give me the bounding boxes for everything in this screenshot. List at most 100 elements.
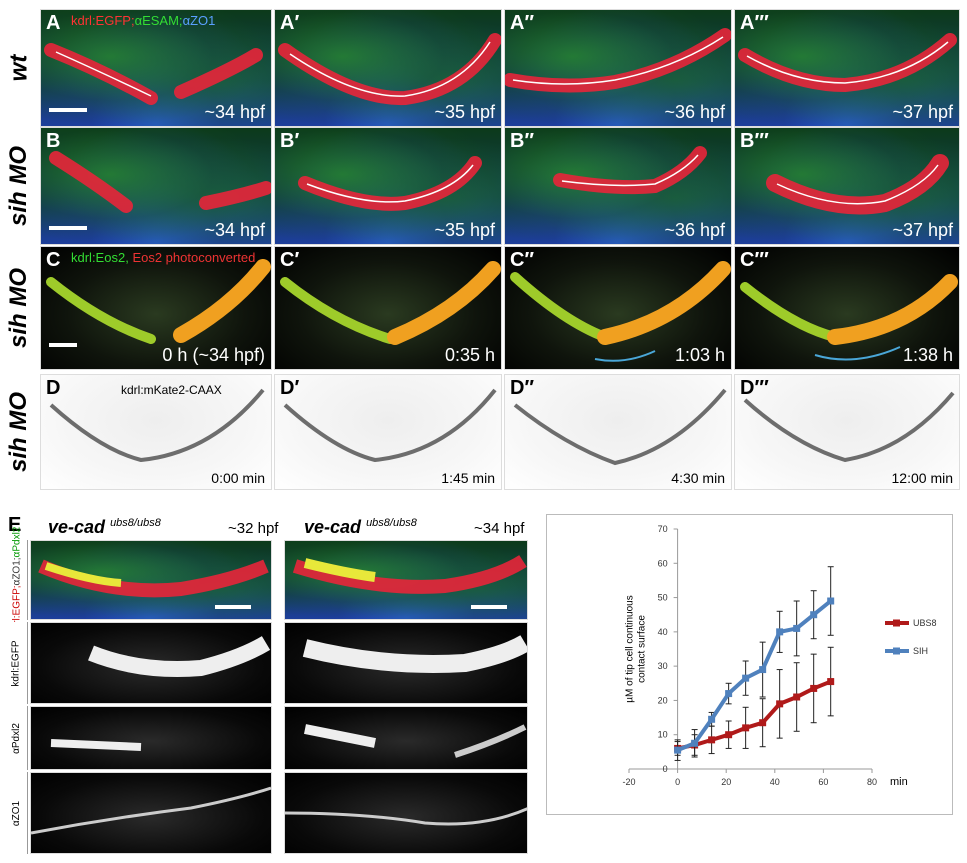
- x-tick-label: 60: [818, 777, 828, 787]
- side-label-part: αZO1;: [11, 556, 22, 585]
- scale-bar: [471, 605, 507, 609]
- row-label-sih-mo: sih MO: [4, 374, 34, 490]
- panel-A-prime: A′ ~35 hpf: [274, 9, 502, 127]
- data-point: [776, 700, 784, 708]
- genotype: ve-cad: [304, 517, 362, 537]
- side-label-text: kdrl:EGFP;αZO1;αPdxl2: [11, 526, 22, 634]
- y-tick-label: 0: [663, 764, 668, 774]
- panel-letter: D: [46, 377, 61, 399]
- side-label-merge: kdrl:EGFP;αZO1;αPdxl2: [6, 526, 28, 634]
- panel-letter: A′: [280, 12, 300, 34]
- legend-part: αESAM;: [134, 13, 183, 28]
- genotype: ve-cad: [48, 517, 106, 537]
- panel-time: ~35 hpf: [434, 102, 495, 122]
- row-label-text: wt: [4, 54, 32, 82]
- data-point: [776, 628, 784, 636]
- panel-B-prime: B′ ~35 hpf: [274, 127, 502, 245]
- panel-time: ~37 hpf: [892, 102, 953, 122]
- scale-bar: [215, 605, 251, 609]
- panel-time: ~34 hpf: [204, 220, 265, 240]
- panel-C-prime: C′ 0:35 h: [274, 246, 502, 370]
- panel-E-egfp-2: [284, 622, 528, 704]
- panel-time: ~35 hpf: [434, 220, 495, 240]
- panel-D: D kdrl:mKate2-CAAX 0:00 min: [40, 374, 272, 490]
- x-tick-label: 20: [721, 777, 731, 787]
- vessel-image: [50, 739, 142, 751]
- panel-time: 1:38 h: [902, 345, 953, 365]
- panel-letter: A′′: [510, 12, 535, 34]
- y-tick-label: 40: [658, 627, 668, 637]
- legend-row-d: kdrl:mKate2-CAAX: [121, 383, 222, 397]
- legend-part: kdrl:Eos2,: [71, 250, 129, 265]
- legend-marker: [893, 619, 900, 627]
- row-label-text: sih MO: [5, 267, 33, 349]
- allele: ubs8/ubs8: [110, 517, 161, 529]
- panel-A-double-prime: A′′ ~36 hpf: [504, 9, 732, 127]
- panel-D-prime: D′ 1:45 min: [274, 374, 502, 490]
- row-label-text: sih MO: [5, 145, 33, 227]
- legend-label: UBS8: [913, 618, 937, 628]
- panel-E-pdxl2-1: [30, 706, 272, 770]
- row-label-sih-mo: sih MO: [4, 246, 34, 370]
- line-chart: 0 10 20 30 40 50 60 70 -20 0 20 40 60 80 min µM of tip …: [622, 524, 937, 788]
- series-line-ubs8: [677, 679, 832, 751]
- data-point: [827, 678, 835, 686]
- panel-time: ~36 hpf: [664, 220, 725, 240]
- data-point: [827, 597, 835, 605]
- scale-bar: [49, 108, 87, 112]
- data-point: [691, 739, 699, 747]
- x-tick-label: 40: [770, 777, 780, 787]
- panel-letter: C: [46, 249, 61, 271]
- data-point: [742, 674, 750, 682]
- panel-letter: A′′′: [740, 12, 769, 34]
- panel-letter: C′: [280, 249, 300, 271]
- vessel-image: [88, 636, 271, 677]
- side-label-text: kdrl:EGFP: [11, 639, 22, 687]
- series-line-sih: [676, 599, 832, 752]
- legend-part: αZO1: [182, 13, 216, 28]
- panel-letter: B′′: [510, 130, 535, 152]
- x-tick-label: -20: [622, 777, 635, 787]
- panel-D-double-prime: D′′ 4:30 min: [504, 374, 732, 490]
- panel-E-pdxl2-2: [284, 706, 528, 770]
- panel-C-triple-prime: C′′′ 1:38 h: [734, 246, 960, 370]
- data-point: [708, 736, 716, 744]
- panel-letter: D′′: [510, 377, 535, 399]
- y-tick-label: 50: [658, 593, 668, 603]
- side-label-egfp: kdrl:EGFP: [6, 622, 28, 704]
- row-label-text: sih MO: [5, 391, 33, 473]
- panel-time: 1:45 min: [441, 470, 495, 486]
- panel-B-double-prime: B′′ ~36 hpf: [504, 127, 732, 245]
- panel-D-triple-prime: D′′′ 12:00 min: [734, 374, 960, 490]
- vessel-image: [302, 635, 527, 673]
- panel-B-triple-prime: B′′′ ~37 hpf: [734, 127, 960, 245]
- data-point: [793, 624, 801, 632]
- data-point: [810, 611, 818, 619]
- legend-part: kdrl:EGFP;: [71, 13, 135, 28]
- panel-letter: A: [46, 12, 61, 34]
- panel-E-zo1-1: [30, 772, 272, 854]
- panel-E-zo1-2: [284, 772, 528, 854]
- data-point: [759, 719, 767, 727]
- panel-time: 4:30 min: [671, 470, 725, 486]
- y-tick-label: 20: [658, 695, 668, 705]
- chart-panel-F: 0 10 20 30 40 50 60 70 -20 0 20 40 60 80 min µM of tip …: [546, 514, 953, 815]
- vessel-image: [304, 724, 527, 758]
- data-point: [742, 724, 750, 732]
- legend-row-a: kdrl:EGFP;αESAM;αZO1: [71, 13, 215, 28]
- data-point: [708, 715, 716, 723]
- panel-letter: C′′: [510, 249, 535, 271]
- panel-letter: B′′′: [740, 130, 769, 152]
- side-label-zo1: αZO1: [6, 772, 28, 854]
- panel-time: 0:35 h: [444, 345, 495, 365]
- legend-row-c: kdrl:Eos2, Eos2 photoconverted: [71, 250, 255, 265]
- data-point: [725, 690, 733, 698]
- panel-time: 1:03 h: [674, 345, 725, 365]
- panel-A-triple-prime: A′′′ ~37 hpf: [734, 9, 960, 127]
- x-axis-label: min: [890, 776, 908, 788]
- scale-bar: [49, 343, 77, 347]
- panel-C-double-prime: C′′ 1:03 h: [504, 246, 732, 370]
- side-label-text: αZO1: [11, 800, 23, 826]
- panel-time: 0:00 min: [211, 470, 265, 486]
- panel-letter: B′: [280, 130, 300, 152]
